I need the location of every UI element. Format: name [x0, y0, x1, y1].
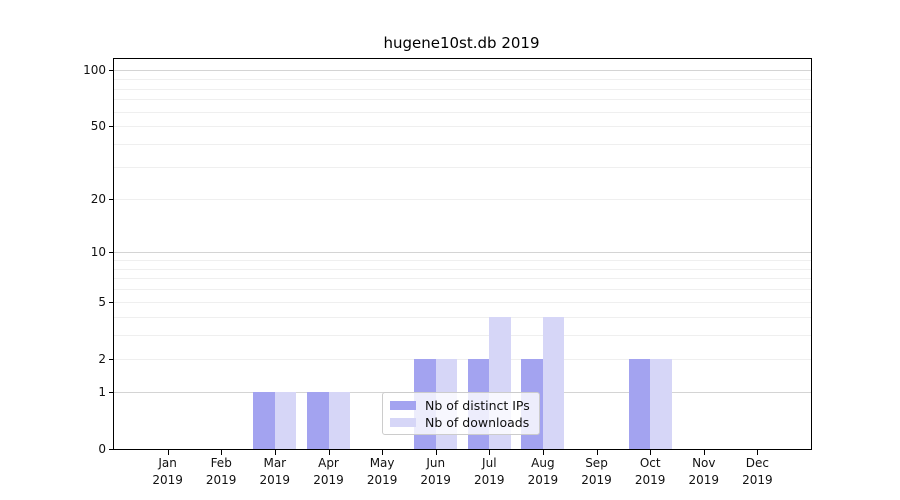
x-tick-label: Jul 2019 [474, 456, 505, 487]
x-tick-label: Sep 2019 [581, 456, 612, 487]
x-tick-mark [274, 450, 276, 455]
x-tick-label: May 2019 [366, 456, 398, 487]
legend-swatch-distinct-ips [390, 400, 416, 410]
y-tick-mark [109, 70, 113, 72]
minor-gridline [114, 144, 811, 146]
x-tick-label: Apr 2019 [313, 456, 344, 487]
minor-gridline [114, 317, 811, 318]
minor-gridline [114, 78, 811, 80]
legend-entry-downloads: Nb of downloads [390, 414, 530, 430]
y-tick-mark [109, 199, 113, 201]
y-tick-label: 1 [98, 385, 106, 400]
minor-gridline [114, 111, 811, 113]
bar-downloads-aug [542, 317, 565, 449]
minor-gridline [114, 302, 811, 303]
y-tick-mark [109, 252, 113, 254]
x-tick-mark [650, 450, 652, 455]
x-tick-mark [435, 450, 437, 455]
minor-gridline [114, 199, 811, 201]
bar-distinct-ips-mar [253, 392, 275, 449]
minor-gridline [114, 167, 811, 169]
y-tick-label: 100 [83, 63, 106, 78]
bar-downloads-mar [274, 392, 297, 449]
x-tick-label: Nov 2019 [688, 456, 720, 487]
x-tick-mark [757, 450, 759, 455]
y-tick-label: 0 [98, 442, 106, 456]
x-tick-label: Feb 2019 [205, 456, 237, 487]
y-tick-mark [109, 126, 113, 128]
x-tick-mark [221, 450, 223, 455]
x-tick-mark [703, 450, 705, 455]
x-tick-label: Oct 2019 [634, 456, 666, 487]
y-tick-label: 10 [90, 245, 106, 260]
x-tick-mark [542, 450, 544, 455]
x-tick-label: Jan 2019 [152, 456, 183, 487]
y-tick-mark [109, 302, 113, 303]
minor-gridline [114, 278, 811, 280]
minor-gridline [114, 260, 811, 262]
minor-gridline [114, 358, 811, 360]
legend-label-distinct-ips: Nb of distinct IPs [425, 397, 530, 413]
legend-swatch-downloads [390, 417, 416, 427]
x-tick-label: Jun 2019 [420, 456, 451, 487]
minor-gridline [114, 126, 811, 128]
minor-gridline [114, 289, 811, 291]
legend: Nb of distinct IPs Nb of downloads [382, 392, 540, 435]
bar-downloads-apr [328, 392, 350, 449]
bar-distinct-ips-apr [307, 392, 329, 449]
minor-gridline [114, 99, 811, 101]
minor-gridline [114, 88, 811, 90]
y-tick-mark [109, 449, 113, 450]
x-tick-label: Mar 2019 [259, 456, 291, 487]
y-tick-label: 50 [90, 119, 106, 134]
major-gridline [114, 70, 811, 72]
minor-gridline [114, 268, 811, 270]
chart-title: hugene10st.db 2019 [383, 34, 540, 52]
y-tick-label: 5 [98, 295, 106, 309]
legend-entry-distinct-ips: Nb of distinct IPs [390, 397, 530, 413]
legend-label-downloads: Nb of downloads [425, 414, 530, 430]
y-tick-label: 20 [90, 192, 106, 207]
y-tick-mark [109, 392, 113, 394]
plot-area: Nb of distinct IPs Nb of downloads 0 1 2 5 1… [83, 58, 812, 487]
x-tick-label: Dec 2019 [742, 456, 773, 487]
bar-distinct-ips-oct [628, 358, 651, 449]
x-tick-mark [328, 450, 330, 455]
x-tick-mark [489, 450, 491, 455]
y-tick-mark [109, 358, 113, 360]
x-tick-mark [596, 450, 598, 455]
minor-gridline [114, 335, 811, 337]
bar-downloads-oct [650, 358, 672, 449]
major-gridline [114, 252, 811, 254]
x-tick-mark [167, 450, 169, 455]
x-tick-label: Aug 2019 [527, 456, 559, 487]
y-tick-label: 2 [98, 351, 106, 366]
x-tick-mark [382, 450, 384, 455]
